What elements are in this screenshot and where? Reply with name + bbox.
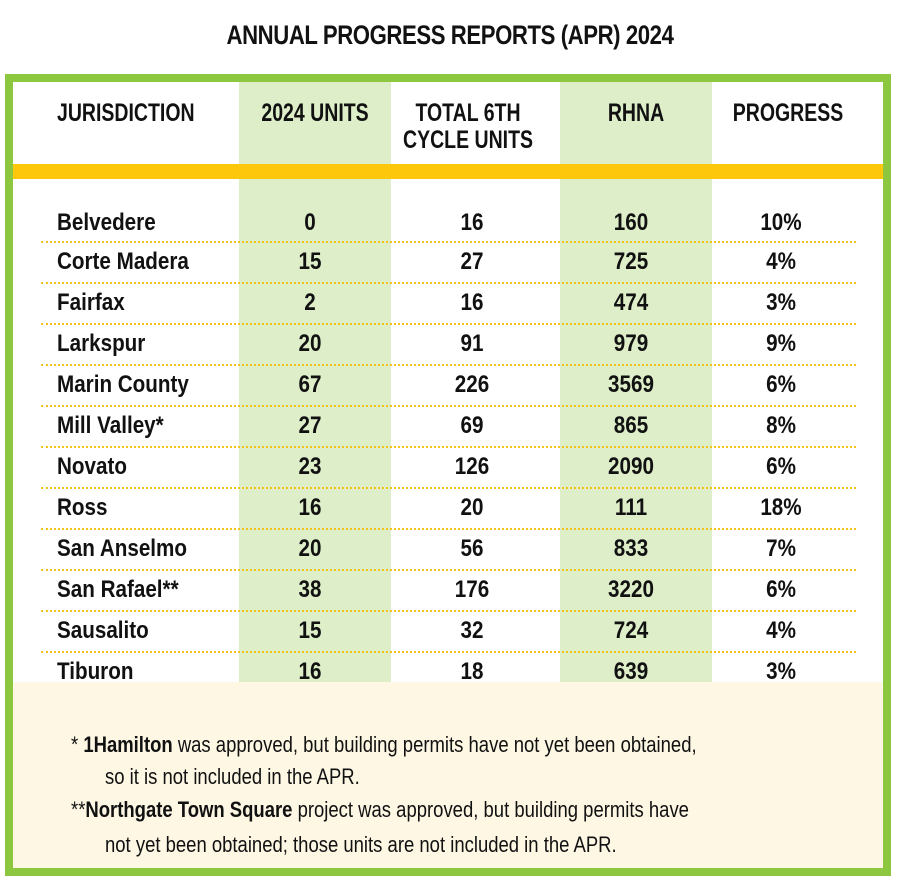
jurisdiction-cell: Ross bbox=[57, 494, 108, 521]
rhna-cell: 111 bbox=[614, 494, 648, 521]
units-2024-cell: 15 bbox=[298, 617, 322, 644]
progress-cell: 4% bbox=[766, 617, 796, 644]
footnote-2-marker: ** bbox=[71, 797, 86, 822]
jurisdiction-cell: Marin County bbox=[57, 371, 189, 398]
rhna-cell: 2090 bbox=[608, 453, 654, 480]
rhna-cell: 160 bbox=[613, 209, 649, 236]
footnote-2-text: project was approved, but building permi… bbox=[292, 797, 689, 822]
units-2024-cell: 67 bbox=[298, 371, 322, 398]
jurisdiction-cell: San Rafael** bbox=[57, 576, 179, 603]
units-2024-cell: 15 bbox=[298, 248, 322, 275]
progress-cell: 6% bbox=[766, 453, 796, 480]
table-row: Larkspur 20 91 979 9% bbox=[41, 325, 856, 366]
progress-cell: 8% bbox=[766, 412, 796, 439]
table-row: Ross 16 20 111 18% bbox=[41, 489, 856, 530]
table-row: Belvedere 0 16 160 10% bbox=[41, 204, 856, 243]
header-progress: PROGRESS bbox=[732, 99, 844, 127]
progress-cell: 3% bbox=[766, 658, 796, 685]
header-divider-bar bbox=[13, 164, 883, 179]
header-total-line2: CYCLE UNITS bbox=[402, 126, 534, 154]
rhna-cell: 833 bbox=[613, 535, 649, 562]
units-2024-cell: 38 bbox=[298, 576, 322, 603]
total-6th-cycle-cell: 32 bbox=[460, 617, 484, 644]
footnotes-panel: * 1Hamilton was approved, but building p… bbox=[13, 682, 883, 868]
jurisdiction-cell: Fairfax bbox=[57, 289, 125, 316]
units-2024-cell: 16 bbox=[298, 494, 322, 521]
footnote-1-line1: * 1Hamilton was approved, but building p… bbox=[71, 732, 697, 758]
rhna-cell: 979 bbox=[613, 330, 649, 357]
progress-cell: 3% bbox=[766, 289, 796, 316]
footnote-2-project: Northgate Town Square bbox=[85, 797, 293, 822]
rhna-cell: 639 bbox=[613, 658, 649, 685]
total-6th-cycle-cell: 69 bbox=[460, 412, 484, 439]
table-row: Corte Madera 15 27 725 4% bbox=[41, 243, 856, 284]
jurisdiction-cell: Tiburon bbox=[57, 658, 134, 685]
apr-table-frame: JURISDICTION 2024 UNITS TOTAL 6TH CYCLE … bbox=[5, 74, 891, 876]
progress-cell: 6% bbox=[766, 576, 796, 603]
rhna-cell: 725 bbox=[613, 248, 649, 275]
total-6th-cycle-cell: 16 bbox=[460, 289, 484, 316]
jurisdiction-cell: Belvedere bbox=[57, 209, 156, 236]
jurisdiction-cell: Sausalito bbox=[57, 617, 149, 644]
header-rhna: RHNA bbox=[607, 99, 665, 127]
total-6th-cycle-cell: 126 bbox=[454, 453, 490, 480]
table-row: Sausalito 15 32 724 4% bbox=[41, 612, 856, 653]
footnote-1-marker: * bbox=[71, 732, 84, 757]
header-total-6th-cycle-units: TOTAL 6TH CYCLE UNITS bbox=[402, 100, 535, 154]
units-2024-cell: 0 bbox=[304, 209, 316, 236]
progress-cell: 10% bbox=[760, 209, 802, 236]
total-6th-cycle-cell: 176 bbox=[454, 576, 490, 603]
column-band-rhna bbox=[560, 82, 712, 682]
rhna-cell: 3569 bbox=[608, 371, 654, 398]
units-2024-cell: 16 bbox=[298, 658, 322, 685]
rhna-cell: 3220 bbox=[608, 576, 654, 603]
progress-cell: 7% bbox=[766, 535, 796, 562]
table-row: Mill Valley* 27 69 865 8% bbox=[41, 407, 856, 448]
units-2024-cell: 23 bbox=[298, 453, 322, 480]
footnote-2-line1: **Northgate Town Square project was appr… bbox=[71, 797, 689, 823]
footnote-1-project: 1Hamilton bbox=[83, 732, 173, 757]
total-6th-cycle-cell: 56 bbox=[460, 535, 484, 562]
table-row: San Rafael** 38 176 3220 6% bbox=[41, 571, 856, 612]
footnote-1-line2: so it is not included in the APR. bbox=[105, 764, 360, 789]
table-row: Marin County 67 226 3569 6% bbox=[41, 366, 856, 407]
header-total-line1: TOTAL 6TH bbox=[415, 99, 521, 127]
total-6th-cycle-cell: 16 bbox=[460, 209, 484, 236]
units-2024-cell: 20 bbox=[298, 330, 322, 357]
footnote-1-text: was approved, but building permits have … bbox=[172, 732, 697, 757]
header-jurisdiction: JURISDICTION bbox=[57, 99, 195, 127]
jurisdiction-cell: Mill Valley* bbox=[57, 412, 164, 439]
total-6th-cycle-cell: 18 bbox=[460, 658, 484, 685]
footnote-2-line2: not yet been obtained; those units are n… bbox=[105, 832, 617, 857]
total-6th-cycle-cell: 91 bbox=[460, 330, 484, 357]
progress-cell: 9% bbox=[766, 330, 796, 357]
units-2024-cell: 2 bbox=[304, 289, 316, 316]
table-row: San Anselmo 20 56 833 7% bbox=[41, 530, 856, 571]
table-header: JURISDICTION 2024 UNITS TOTAL 6TH CYCLE … bbox=[13, 82, 883, 164]
total-6th-cycle-cell: 27 bbox=[460, 248, 484, 275]
jurisdiction-cell: Novato bbox=[57, 453, 127, 480]
rhna-cell: 865 bbox=[613, 412, 649, 439]
progress-cell: 6% bbox=[766, 371, 796, 398]
page-title: ANNUAL PROGRESS REPORTS (APR) 2024 bbox=[226, 20, 674, 50]
total-6th-cycle-cell: 226 bbox=[454, 371, 490, 398]
total-6th-cycle-cell: 20 bbox=[460, 494, 484, 521]
units-2024-cell: 27 bbox=[298, 412, 322, 439]
units-2024-cell: 20 bbox=[298, 535, 322, 562]
progress-cell: 4% bbox=[766, 248, 796, 275]
table-body: Belvedere 0 16 160 10% Corte Madera 15 27 725 4% F… bbox=[13, 204, 883, 694]
table-row: Novato 23 126 2090 6% bbox=[41, 448, 856, 489]
jurisdiction-cell: Corte Madera bbox=[57, 248, 189, 275]
column-band-2024-units bbox=[239, 82, 391, 682]
table-row: Fairfax 2 16 474 3% bbox=[41, 284, 856, 325]
progress-cell: 18% bbox=[760, 494, 802, 521]
jurisdiction-cell: Larkspur bbox=[57, 330, 146, 357]
rhna-cell: 724 bbox=[613, 617, 649, 644]
header-2024-units: 2024 UNITS bbox=[261, 99, 369, 127]
jurisdiction-cell: San Anselmo bbox=[57, 535, 187, 562]
rhna-cell: 474 bbox=[613, 289, 649, 316]
